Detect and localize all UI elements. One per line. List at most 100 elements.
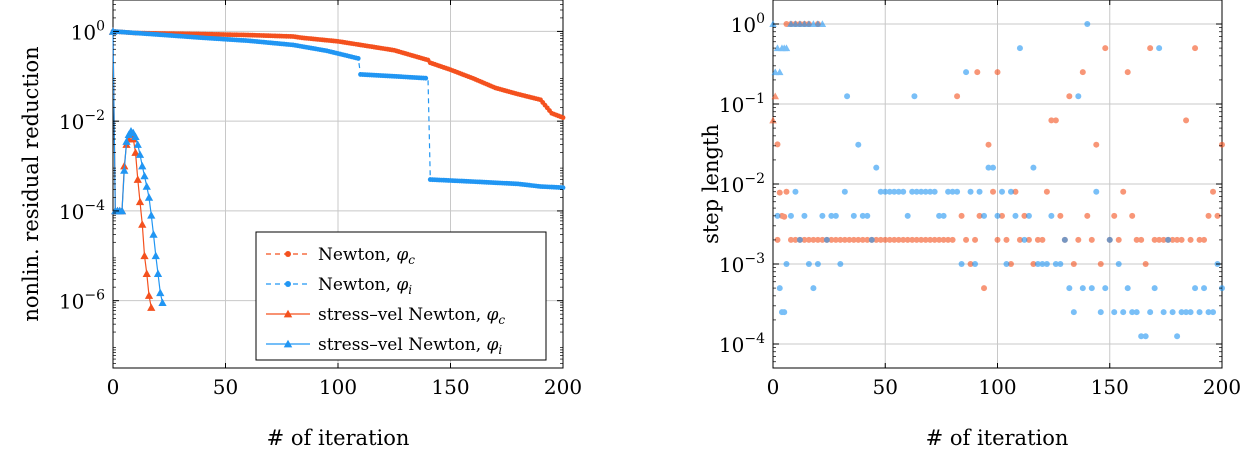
scatter-point <box>958 212 965 219</box>
scatter-point <box>868 236 875 243</box>
scatter-point <box>972 236 979 243</box>
scatter-point <box>1070 261 1077 267</box>
scatter-point <box>801 212 808 219</box>
scatter-point <box>994 69 1001 76</box>
data-point <box>138 161 147 170</box>
legend-entry: stress–vel Newton, φi <box>318 335 502 357</box>
scatter-point <box>814 236 821 243</box>
scatter-point <box>1012 212 1019 219</box>
scatter-point <box>967 188 974 195</box>
scatter-point <box>882 188 889 195</box>
scatter-point <box>1084 212 1091 219</box>
scatter-point <box>886 236 893 243</box>
series-line <box>112 31 164 303</box>
y-tick-label: 10−4 <box>59 198 105 224</box>
scatter-point <box>832 212 839 219</box>
scatter-point <box>775 68 784 76</box>
scatter-point <box>1102 45 1109 52</box>
scatter-point <box>801 236 808 243</box>
scatter-point <box>850 236 857 243</box>
scatter-point <box>1079 69 1086 76</box>
scatter-point <box>1021 236 1028 243</box>
scatter-point <box>818 20 827 27</box>
scatter-point <box>958 261 965 267</box>
scatter-point <box>1007 261 1014 267</box>
data-point <box>149 230 158 238</box>
scatter-point <box>895 188 902 195</box>
scatter-point <box>891 188 898 195</box>
scatter-point <box>783 261 790 267</box>
scatter-point <box>864 212 871 219</box>
scatter-point <box>1070 309 1077 316</box>
y-tick-exponent: −4 <box>84 198 105 214</box>
legend-entry-symbol: φ <box>487 305 499 325</box>
scatter-point <box>776 285 783 292</box>
data-point <box>131 132 140 141</box>
scatter-point <box>990 164 997 171</box>
scatter-point <box>918 236 925 243</box>
scatter-point <box>855 236 862 243</box>
scatter-point <box>774 236 781 243</box>
scatter-point <box>1093 141 1100 148</box>
legend-entry-subscript: i <box>408 283 412 297</box>
legend-entry-symbol: φ <box>487 335 499 355</box>
data-point <box>140 171 149 180</box>
data-point <box>151 251 160 260</box>
scatter-point <box>873 236 880 243</box>
y-tick-exponent: −3 <box>744 251 765 267</box>
scatter-point <box>1156 45 1163 52</box>
y-tick-base: 10 <box>719 173 744 197</box>
scatter-point <box>904 212 911 219</box>
scatter-point <box>864 236 871 243</box>
scatter-point <box>1111 309 1118 316</box>
data-point <box>140 251 149 260</box>
scatter-point <box>913 236 920 243</box>
scatter-point <box>972 261 979 267</box>
y-tick-base: 10 <box>59 290 84 314</box>
scatter-point <box>922 236 929 243</box>
data-point <box>131 148 140 156</box>
scatter-point <box>1160 236 1167 243</box>
legend-entry: Newton, φi <box>318 275 412 297</box>
y-tick-exponent: −6 <box>84 288 105 304</box>
scatter-point <box>1043 261 1050 267</box>
y-tick-label: 10−6 <box>59 288 105 314</box>
right-grid <box>773 0 1222 368</box>
scatter-point <box>877 236 884 243</box>
data-point <box>147 303 156 311</box>
y-tick-exponent: 0 <box>96 18 105 34</box>
scatter-point <box>1021 212 1028 219</box>
legend-marker <box>285 281 291 287</box>
scatter-point <box>1097 261 1104 267</box>
scatter-point <box>1165 236 1172 243</box>
scatter-point <box>909 236 916 243</box>
scatter-point <box>1151 236 1158 243</box>
scatter-point <box>927 236 934 243</box>
series-3 <box>108 27 156 311</box>
scatter-point <box>940 212 947 219</box>
legend-box <box>255 231 547 361</box>
scatter-point <box>1147 309 1154 316</box>
right-x-axis-label: # of iteration <box>926 426 1069 450</box>
scatter-point <box>904 236 911 243</box>
scatter-point <box>981 212 988 219</box>
scatter-point <box>949 236 956 243</box>
data-point <box>423 75 429 81</box>
scatter-point <box>1219 141 1225 148</box>
scatter-point <box>805 261 812 267</box>
scatter-point <box>774 141 781 148</box>
scatter-point <box>814 261 821 267</box>
scatter-point <box>891 236 898 243</box>
scatter-point <box>985 164 992 171</box>
scatter-point <box>1016 236 1023 243</box>
scatter-point <box>976 212 983 219</box>
scatter-point <box>911 93 918 100</box>
scatter-point <box>1196 236 1203 243</box>
scatter-point <box>1025 212 1032 219</box>
scatter-point <box>1025 236 1032 243</box>
scatter-point <box>1187 236 1194 243</box>
data-point <box>158 298 167 307</box>
right-series-group <box>769 20 1225 340</box>
